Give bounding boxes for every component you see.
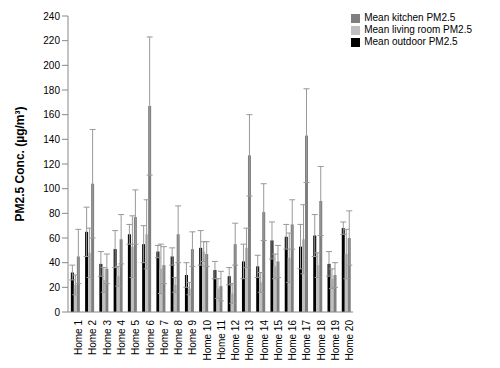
svg-text:60: 60	[49, 233, 61, 244]
svg-text:Home 12: Home 12	[230, 320, 241, 360]
svg-text:Home 6: Home 6	[145, 320, 156, 355]
svg-text:220: 220	[43, 35, 60, 46]
svg-text:Home 19: Home 19	[330, 320, 341, 360]
svg-text:0: 0	[54, 307, 60, 318]
svg-text:Home 20: Home 20	[344, 320, 355, 360]
svg-text:Home 14: Home 14	[259, 320, 270, 360]
svg-text:PM2.5 Conc. (µg/m³): PM2.5 Conc. (µg/m³)	[13, 107, 27, 222]
svg-text:Home 9: Home 9	[187, 320, 198, 355]
svg-text:140: 140	[43, 134, 60, 145]
svg-text:Home 16: Home 16	[287, 320, 298, 360]
html-text:Mean kitchen PM2.5: Mean kitchen PM2.5	[364, 12, 456, 23]
svg-text:Home 17: Home 17	[301, 320, 312, 360]
svg-text:Home 10: Home 10	[202, 320, 213, 360]
svg-text:Home 18: Home 18	[316, 320, 327, 360]
svg-text:120: 120	[43, 159, 60, 170]
svg-text:240: 240	[43, 11, 60, 22]
svg-text:Home 7: Home 7	[159, 320, 170, 355]
svg-text:Home 11: Home 11	[216, 320, 227, 360]
svg-text:200: 200	[43, 60, 60, 71]
svg-text:Home 13: Home 13	[244, 320, 255, 360]
svg-text:Home 1: Home 1	[73, 320, 84, 355]
svg-text:Home 15: Home 15	[273, 320, 284, 360]
svg-text:80: 80	[49, 208, 61, 219]
svg-text:100: 100	[43, 183, 60, 194]
svg-text:Home 4: Home 4	[116, 320, 127, 355]
svg-text:Home 3: Home 3	[102, 320, 113, 355]
svg-text:20: 20	[49, 282, 61, 293]
html-text:Mean living room PM2.5: Mean living room PM2.5	[364, 24, 472, 35]
svg-text:40: 40	[49, 257, 61, 268]
svg-text:180: 180	[43, 85, 60, 96]
html-text:Mean outdoor PM2.5: Mean outdoor PM2.5	[364, 36, 458, 47]
svg-text:Home 2: Home 2	[87, 320, 98, 355]
svg-text:Home 8: Home 8	[173, 320, 184, 355]
svg-text:Home 5: Home 5	[130, 320, 141, 355]
svg-text:160: 160	[43, 109, 60, 120]
